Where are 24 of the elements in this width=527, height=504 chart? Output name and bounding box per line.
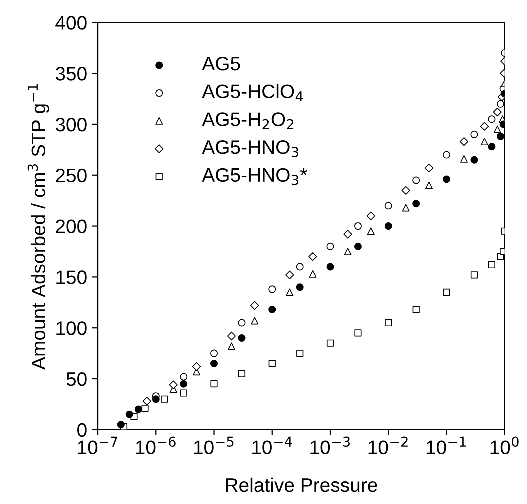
x-axis-title: Relative Pressure [226, 478, 378, 492]
y-tick-label: 300 [56, 118, 87, 132]
x-tick-label: 10$^{−2}$ [368, 436, 408, 454]
y-tick-label: 200 [56, 220, 87, 234]
x-tick-label: 10$^{−3}$ [310, 436, 350, 454]
legend-label: AG5 [202, 56, 240, 71]
y-tick-label: 0 [78, 423, 87, 438]
y-tick-label: 150 [56, 270, 87, 284]
legend-label: AG5-HClO$_{4}$ [202, 84, 304, 102]
y-tick-label: 250 [56, 168, 87, 183]
x-tick-label: 10$^{0}$ [490, 436, 519, 454]
y-tick-label: 100 [56, 322, 87, 336]
legend-label: AG5-HNO$_{3}$ [202, 140, 298, 158]
y-tick-label: 50 [66, 372, 87, 386]
x-tick-label: 10$^{−6}$ [136, 436, 176, 454]
y-axis-title: Amount Adsorbed / cm$^{3}$ STP g$^{−1}$ [28, 84, 50, 370]
x-tick-label: 10$^{−4}$ [252, 436, 292, 454]
x-tick-label: 10$^{−5}$ [194, 436, 234, 454]
legend-label: AG5-HNO$_{3}$* [202, 168, 308, 186]
legend-label: AG5-H$_{2}$O$_{2}$ [202, 112, 294, 130]
x-tick-label: 10$^{−1}$ [426, 436, 466, 454]
y-tick-label: 400 [56, 16, 87, 30]
y-tick-label: 350 [56, 67, 87, 81]
x-tick-label: 10$^{−7}$ [78, 436, 118, 454]
